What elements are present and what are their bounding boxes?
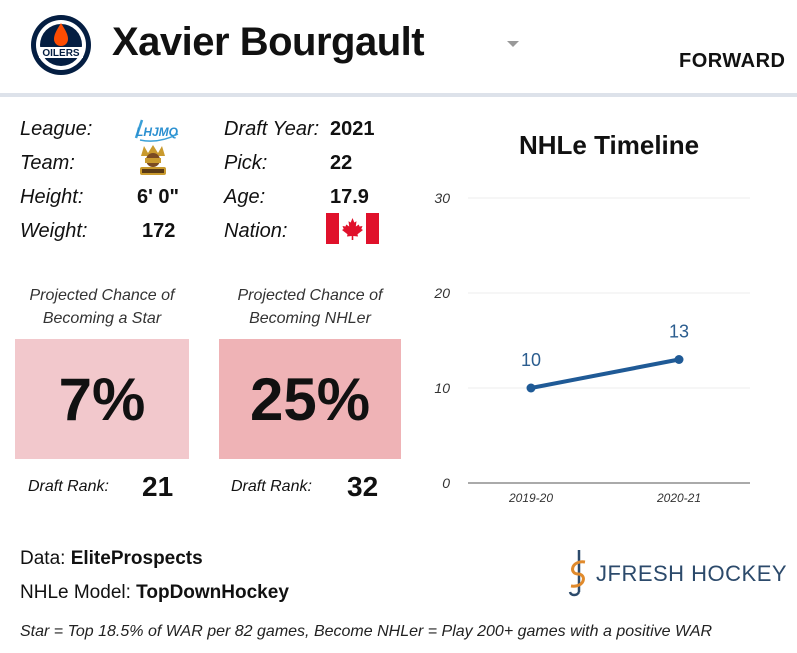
- height-value: 6' 0": [137, 186, 180, 208]
- y-tick-label: 0: [442, 475, 450, 491]
- brand-name: JFRESH HOCKEY: [596, 561, 788, 586]
- player-select-dropdown-icon[interactable]: [507, 41, 519, 47]
- nhler-rank-label: Draft Rank:: [231, 478, 312, 495]
- team-logo: OILERS: [30, 14, 92, 76]
- y-tick-label: 20: [433, 285, 450, 301]
- data-label: 13: [669, 322, 689, 342]
- y-tick-label: 10: [434, 380, 450, 396]
- team-label: Team:: [20, 152, 75, 174]
- series-line: [529, 357, 681, 390]
- data-point: [674, 355, 684, 364]
- canada-flag-icon: [326, 213, 379, 244]
- pick-value: 22: [330, 152, 353, 174]
- draft-year-label: Draft Year:: [224, 118, 320, 140]
- star-chance-value: 7%: [58, 365, 146, 433]
- y-tick-label: 30: [434, 190, 450, 206]
- team-logo-text: OILERS: [42, 48, 80, 59]
- data-label: 10: [521, 350, 541, 370]
- star-rank-value: 21: [142, 471, 174, 502]
- model-source-value: TopDownHockey: [136, 582, 289, 603]
- model-source: NHLe Model: TopDownHockey: [20, 582, 289, 604]
- chart-title: NHLe Timeline: [519, 130, 700, 160]
- data-source-value: EliteProspects: [70, 548, 203, 569]
- pick-label: Pick:: [224, 152, 268, 174]
- age-label: Age:: [224, 186, 266, 208]
- nhler-chance-title: Projected Chance of Becoming NHLer: [237, 287, 383, 327]
- star-rank-label: Draft Rank:: [28, 478, 109, 495]
- star-chance-box: 7%: [15, 339, 189, 459]
- junior-team-logo: [136, 144, 170, 178]
- x-tick-label: 2020-21: [656, 491, 701, 505]
- star-chance-title: Projected Chance of Becoming a Star: [29, 287, 175, 327]
- age-value: 17.9: [330, 186, 369, 208]
- draft-year-value: 2021: [330, 118, 375, 140]
- league-logo-text: LHJMQ: [136, 125, 179, 139]
- model-source-label: NHLe Model:: [20, 582, 131, 603]
- x-tick-label: 2019-20: [508, 491, 553, 505]
- height-label: Height:: [20, 186, 84, 208]
- header-divider: [0, 93, 797, 97]
- footnote: Star = Top 18.5% of WAR per 82 games, Be…: [20, 623, 713, 640]
- position-label: FORWARD: [679, 50, 786, 72]
- data-source-label: Data:: [20, 548, 66, 569]
- nhler-chance-box: 25%: [219, 339, 401, 459]
- nhler-chance-value: 25%: [249, 365, 371, 433]
- weight-value: 172: [142, 220, 176, 242]
- data-source: Data: EliteProspects: [20, 548, 203, 570]
- weight-label: Weight:: [20, 220, 88, 242]
- brand-logo-icon: [563, 548, 593, 598]
- nation-label: Nation:: [224, 220, 288, 242]
- nhle-timeline-chart: 0 10 20 30 2019-20 2020-21 10 13: [433, 190, 750, 505]
- league-logo: LHJMQ: [134, 114, 180, 144]
- nhler-rank-value: 32: [347, 471, 379, 502]
- league-label: League:: [20, 118, 93, 140]
- player-name: Xavier Bourgault: [112, 20, 425, 64]
- data-point: [526, 383, 536, 393]
